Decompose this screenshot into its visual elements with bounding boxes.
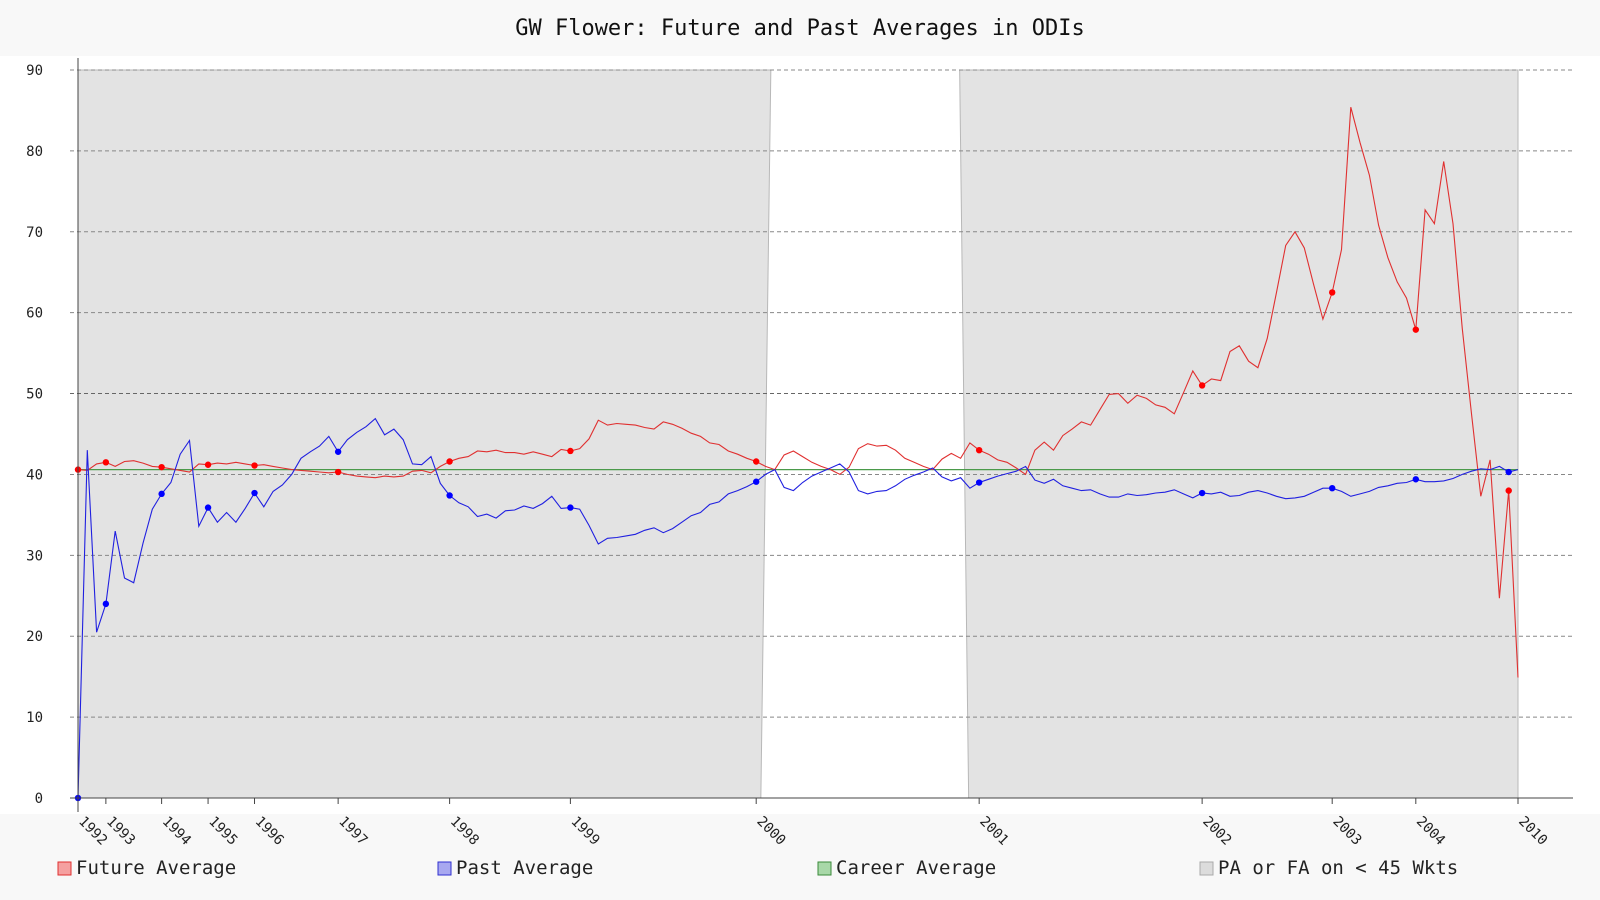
future-average-point <box>567 447 574 455</box>
past-average-point <box>752 478 760 485</box>
future-average-point <box>204 461 212 468</box>
y-tick-label: 50 <box>26 387 43 403</box>
past-average-point <box>446 492 453 499</box>
future-average-point <box>102 459 110 466</box>
x-tick-label: 2002 <box>1199 814 1234 849</box>
y-tick-label: 60 <box>26 306 43 322</box>
future-average-point <box>1412 326 1420 333</box>
x-tick-label: 1992 <box>75 814 110 849</box>
y-tick-label: 0 <box>35 791 43 807</box>
past-average-point <box>1198 489 1206 497</box>
x-tick-label: 1994 <box>159 814 194 849</box>
x-tick-label: 1993 <box>103 814 138 849</box>
legend-swatch <box>57 861 72 876</box>
past-average-point <box>1328 484 1336 492</box>
past-average-point <box>975 479 983 486</box>
x-tick-label: 2003 <box>1329 814 1364 849</box>
y-tick-label: 30 <box>26 548 43 564</box>
legend-label: Past Average <box>456 857 593 879</box>
legend-swatch <box>437 861 452 876</box>
future-average-point <box>1198 382 1206 389</box>
x-tick-label: 2004 <box>1413 814 1448 849</box>
x-tick-label: 1999 <box>568 814 603 849</box>
past-average-point <box>204 504 212 511</box>
series <box>74 107 1519 802</box>
y-tick-label: 40 <box>26 467 43 483</box>
x-tick-label: 1996 <box>252 814 287 849</box>
future-average-point <box>1328 289 1336 296</box>
x-tick-label: 1995 <box>205 814 240 849</box>
past-average-point <box>1505 468 1512 476</box>
legend-label: PA or FA on < 45 Wkts <box>1218 857 1458 879</box>
future-average-point <box>446 458 453 465</box>
x-tick-label: 2000 <box>753 814 788 849</box>
past-average-point <box>1412 476 1420 483</box>
past-average-point <box>102 600 110 608</box>
shaded-region-0 <box>77 69 772 799</box>
past-average-point <box>567 504 574 511</box>
y-tick-label: 20 <box>26 629 43 645</box>
series-line-past-average <box>77 417 1519 799</box>
x-tick-label: 1998 <box>447 814 482 849</box>
future-average-point <box>752 458 760 465</box>
legend-swatch <box>1199 861 1214 876</box>
shaded-regions <box>77 69 1519 799</box>
legend-label: Career Average <box>836 857 996 879</box>
future-average-point <box>334 468 342 476</box>
future-average-point <box>975 446 983 454</box>
x-tick-label: 1997 <box>335 814 370 849</box>
x-tick-label: 2001 <box>976 814 1011 849</box>
chart-title: GW Flower: Future and Past Averages in O… <box>515 16 1085 41</box>
series-line-future-average <box>77 107 1519 678</box>
past-average-point <box>334 448 342 455</box>
past-average-point <box>158 490 165 498</box>
future-average-point <box>1505 487 1512 494</box>
y-tick-label: 90 <box>26 63 43 79</box>
y-tick-label: 70 <box>26 225 43 241</box>
y-tick-label: 80 <box>26 144 43 160</box>
legend: Future Average Past Average Career Average… <box>57 857 1458 879</box>
future-average-point <box>158 463 165 471</box>
future-average-point <box>251 462 258 469</box>
y-tick-label: 10 <box>26 710 43 726</box>
legend-swatch <box>817 861 832 876</box>
past-average-point <box>251 489 258 497</box>
shaded-region-1 <box>959 69 1519 799</box>
legend-label: Future Average <box>76 857 236 879</box>
x-tick-label: 2010 <box>1515 814 1550 849</box>
